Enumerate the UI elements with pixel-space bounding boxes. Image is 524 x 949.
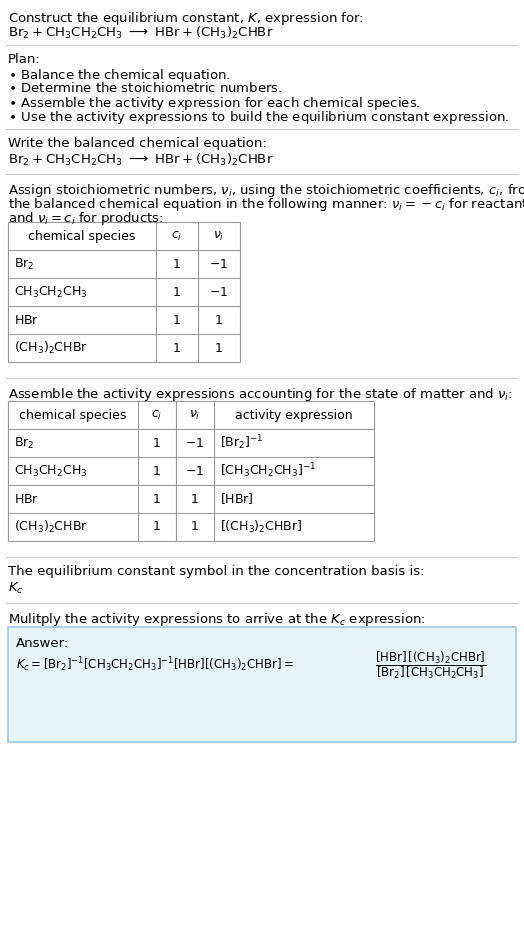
Text: $c_i$: $c_i$: [151, 408, 162, 421]
Text: 1: 1: [173, 313, 181, 326]
Text: $[\mathrm{CH_3CH_2CH_3}]^{-1}$: $[\mathrm{CH_3CH_2CH_3}]^{-1}$: [220, 461, 316, 480]
Text: $[\mathrm{Br_2}]^{-1}$: $[\mathrm{Br_2}]^{-1}$: [220, 434, 264, 453]
Text: $\nu_i$: $\nu_i$: [189, 408, 201, 421]
Text: $-1$: $-1$: [185, 464, 204, 477]
Text: Assemble the activity expressions accounting for the state of matter and $\nu_i$: Assemble the activity expressions accoun…: [8, 386, 512, 403]
Text: 1: 1: [215, 313, 223, 326]
Text: $[(\mathrm{CH_3})_2\mathrm{CHBr}]$: $[(\mathrm{CH_3})_2\mathrm{CHBr}]$: [220, 519, 302, 535]
Text: and $\nu_i = c_i$ for products:: and $\nu_i = c_i$ for products:: [8, 210, 163, 227]
Text: 1: 1: [153, 493, 161, 506]
Text: Answer:: Answer:: [16, 637, 69, 650]
Text: $\mathrm{CH_3CH_2CH_3}$: $\mathrm{CH_3CH_2CH_3}$: [14, 463, 88, 478]
FancyBboxPatch shape: [8, 627, 516, 742]
Text: Mulitply the activity expressions to arrive at the $K_c$ expression:: Mulitply the activity expressions to arr…: [8, 611, 426, 628]
Text: 1: 1: [153, 437, 161, 450]
Bar: [8, 401, 374, 541]
Text: $\mathrm{Br_2}$: $\mathrm{Br_2}$: [14, 256, 35, 271]
Text: 1: 1: [191, 493, 199, 506]
Text: The equilibrium constant symbol in the concentration basis is:: The equilibrium constant symbol in the c…: [8, 565, 424, 578]
Text: $K_c = [\mathrm{Br_2}]^{-1} [\mathrm{CH_3CH_2CH_3}]^{-1} [\mathrm{HBr}] [(\mathr: $K_c = [\mathrm{Br_2}]^{-1} [\mathrm{CH_…: [16, 656, 294, 675]
Text: 1: 1: [191, 520, 199, 533]
Text: activity expression: activity expression: [235, 408, 353, 421]
Text: $\nu_i$: $\nu_i$: [213, 230, 225, 243]
Text: 1: 1: [173, 342, 181, 355]
Text: Plan:: Plan:: [8, 53, 41, 66]
Text: $\mathrm{(CH_3)_2CHBr}$: $\mathrm{(CH_3)_2CHBr}$: [14, 340, 88, 356]
Text: 1: 1: [215, 342, 223, 355]
Text: $\mathrm{HBr}$: $\mathrm{HBr}$: [14, 313, 39, 326]
Text: $[\mathrm{HBr}]$: $[\mathrm{HBr}]$: [220, 492, 254, 507]
Text: Assign stoichiometric numbers, $\nu_i$, using the stoichiometric coefficients, $: Assign stoichiometric numbers, $\nu_i$, …: [8, 182, 524, 199]
Text: $\bullet$ Balance the chemical equation.: $\bullet$ Balance the chemical equation.: [8, 67, 231, 84]
Text: the balanced chemical equation in the following manner: $\nu_i = -c_i$ for react: the balanced chemical equation in the fo…: [8, 196, 524, 213]
Text: 1: 1: [153, 520, 161, 533]
Text: chemical species: chemical species: [19, 408, 127, 421]
Text: $\bullet$ Assemble the activity expression for each chemical species.: $\bullet$ Assemble the activity expressi…: [8, 95, 421, 112]
Text: 1: 1: [173, 257, 181, 270]
Text: $c_i$: $c_i$: [171, 230, 183, 243]
Text: 1: 1: [153, 464, 161, 477]
Text: $-1$: $-1$: [210, 257, 228, 270]
Text: $\mathrm{(CH_3)_2CHBr}$: $\mathrm{(CH_3)_2CHBr}$: [14, 519, 88, 535]
Text: 1: 1: [173, 286, 181, 299]
Text: $\mathrm{Br_2 + CH_3CH_2CH_3 \ \longrightarrow \ HBr + (CH_3)_2CHBr}$: $\mathrm{Br_2 + CH_3CH_2CH_3 \ \longrigh…: [8, 152, 274, 168]
Text: $-1$: $-1$: [210, 286, 228, 299]
Bar: [8, 222, 240, 362]
Text: Write the balanced chemical equation:: Write the balanced chemical equation:: [8, 137, 267, 150]
Text: $\mathrm{HBr}$: $\mathrm{HBr}$: [14, 493, 39, 506]
Text: chemical species: chemical species: [28, 230, 136, 243]
Text: $-1$: $-1$: [185, 437, 204, 450]
Text: $\bullet$ Determine the stoichiometric numbers.: $\bullet$ Determine the stoichiometric n…: [8, 81, 282, 95]
Text: $\bullet$ Use the activity expressions to build the equilibrium constant express: $\bullet$ Use the activity expressions t…: [8, 109, 509, 126]
Text: $\mathrm{Br_2}$: $\mathrm{Br_2}$: [14, 436, 35, 451]
Text: $K_c$: $K_c$: [8, 581, 24, 596]
Text: $\mathrm{CH_3CH_2CH_3}$: $\mathrm{CH_3CH_2CH_3}$: [14, 285, 88, 300]
Text: Construct the equilibrium constant, $K$, expression for:: Construct the equilibrium constant, $K$,…: [8, 10, 364, 27]
Text: $\dfrac{[\mathrm{HBr}]\,[(\mathrm{CH_3})_2\mathrm{CHBr}]}{[\mathrm{Br_2}]\,[\mat: $\dfrac{[\mathrm{HBr}]\,[(\mathrm{CH_3})…: [375, 649, 486, 681]
Text: $\mathrm{Br_2 + CH_3CH_2CH_3}$$\mathrm{\ \longrightarrow \ HBr + (CH_3)_2CHBr}$: $\mathrm{Br_2 + CH_3CH_2CH_3}$$\mathrm{\…: [8, 25, 274, 41]
